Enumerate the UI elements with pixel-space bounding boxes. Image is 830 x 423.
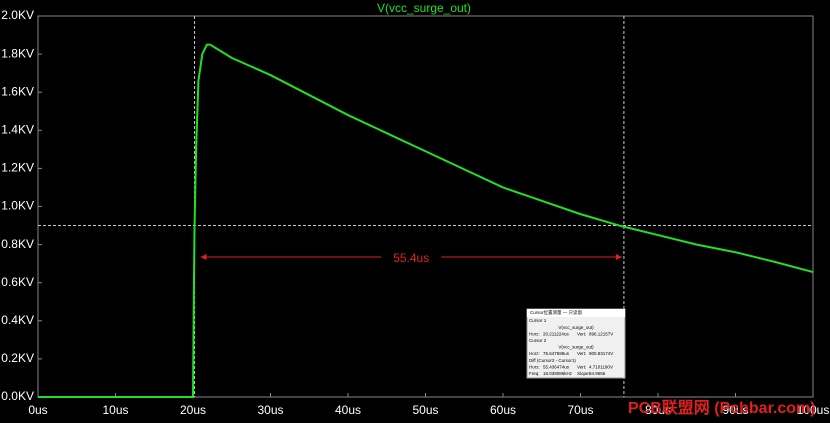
panel-text: Horz: [529, 331, 540, 336]
y-tick-label: 1.4KV [1, 122, 34, 136]
panel-text: Vert: [577, 331, 586, 336]
panel-text: Slope: [577, 371, 590, 376]
panel-text: 84.9656 [589, 371, 606, 376]
panel-text: Cursor 1 [529, 318, 547, 323]
y-tick-label: 0.8KV [1, 237, 34, 251]
y-tick-label: 0.6KV [1, 275, 34, 289]
panel-text: Diff (Cursor2 - Cursor1) [529, 358, 576, 363]
panel-text: Horz: [529, 351, 540, 356]
y-tick-label: 1.6KV [1, 84, 34, 98]
series-line [38, 43, 814, 398]
panel-text: Vert: [577, 364, 586, 369]
x-tick-label: 0us [28, 403, 47, 417]
panel-text: Freq: [529, 371, 540, 376]
y-tick-label: 1.8KV [1, 46, 34, 60]
y-tick-label: 0.4KV [1, 313, 34, 327]
y-tick-label: 0.2KV [1, 351, 34, 365]
panel-text: 20.211224us [543, 331, 569, 336]
x-tick-label: 70us [567, 403, 593, 417]
x-tick-label: 20us [180, 403, 206, 417]
panel-text: 18.039086kHz [543, 371, 573, 376]
panel-text: 55.436474us [543, 364, 570, 369]
x-tick-label: 100us [797, 403, 830, 417]
panel-title: Cursor位置测量 — 只读窗 [530, 309, 583, 316]
arrow-head [615, 254, 622, 260]
panel-text: 75.647698us [543, 351, 570, 356]
x-tick-label: 60us [490, 403, 516, 417]
watermark: PCB联盟网 (Pcbbar.com) [628, 399, 816, 417]
panel-text: Cursor 2 [529, 338, 547, 343]
chart-title: V(vcc_surge_out) [377, 1, 471, 15]
panel-text: V(vcc_surge_out) [558, 345, 594, 350]
x-tick-label: 90us [722, 403, 748, 417]
panel-bg [526, 308, 626, 379]
arrow-head [200, 254, 207, 260]
y-tick-label: 2.0KV [1, 8, 34, 22]
panel-text: 896.12157V [589, 331, 613, 336]
panel-text: 900.83174V [589, 351, 613, 356]
y-tick-label: 1.0KV [1, 199, 34, 213]
x-tick-label: 30us [257, 403, 283, 417]
cursor-panel: Cursor位置测量 — 只读窗 Cursor 1 V(vcc_surge_out)… [526, 308, 626, 379]
x-tick-label: 50us [412, 403, 438, 417]
panel-text: Horz: [529, 364, 540, 369]
panel-text: 4.7101190V [589, 364, 613, 369]
y-tick-label: 1.2KV [1, 161, 34, 175]
x-tick-label: 10us [102, 403, 128, 417]
panel-titlebar [527, 309, 625, 317]
y-tick-label: 0.0KV [1, 389, 34, 403]
x-tick-label: 40us [335, 403, 361, 417]
x-tick-label: 80us [645, 403, 671, 417]
annotation: 55.4us [393, 251, 429, 265]
panel-text: V(vcc_surge_out) [558, 325, 594, 330]
panel-text: Vert: [577, 351, 586, 356]
